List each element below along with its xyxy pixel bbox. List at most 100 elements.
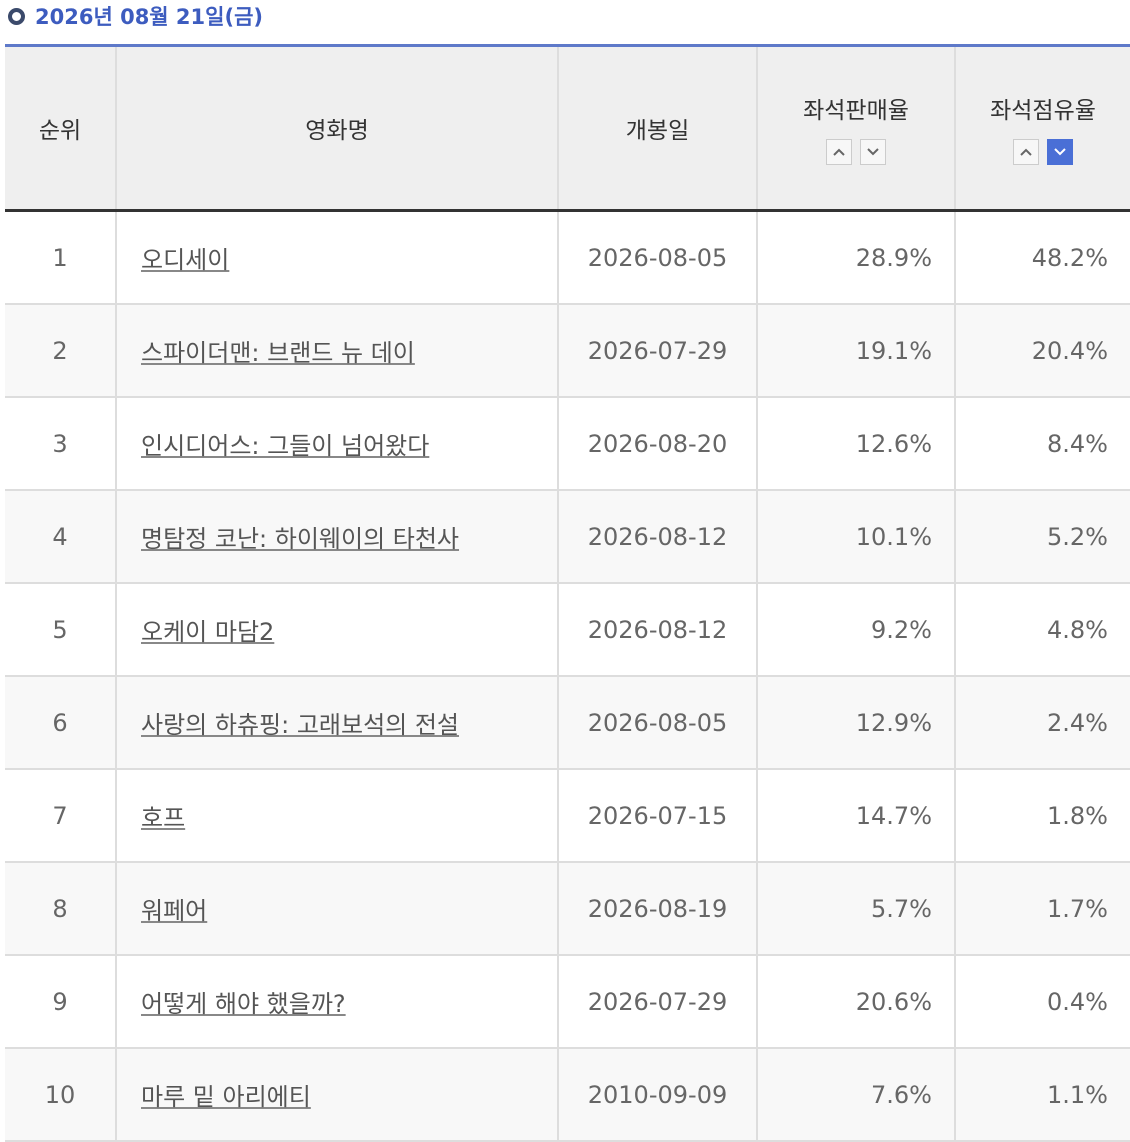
seat-sales-rate: 9.2% xyxy=(871,615,932,644)
table-cell: 2.4% xyxy=(954,676,1130,770)
seat-sales-rate: 14.7% xyxy=(855,801,932,830)
table-cell: 오케이 마담2 xyxy=(115,583,558,677)
table-cell: 2026-08-20 xyxy=(557,397,757,491)
table-cell: 2026-08-05 xyxy=(557,676,757,770)
table-cell: 7.6% xyxy=(756,1048,955,1142)
table-cell: 3 xyxy=(5,397,116,491)
rank: 9 xyxy=(52,987,68,1016)
table-row: 8 워페어 2026-08-19 5.7% 1.7% xyxy=(5,862,1130,956)
seat-share: 0.4% xyxy=(1047,987,1108,1016)
date-header: 2026년 08월 21일(금) xyxy=(8,2,263,30)
column-label: 좌석판매율 xyxy=(803,98,909,124)
down-icon xyxy=(867,148,879,156)
table-cell: 2026-07-29 xyxy=(557,304,757,398)
movie-title[interactable]: 오케이 마담2 xyxy=(141,618,275,646)
sort-asc[interactable] xyxy=(1013,139,1039,165)
seat-share: 1.1% xyxy=(1047,1080,1108,1109)
table-cell: 14.7% xyxy=(756,769,955,863)
table-cell: 12.6% xyxy=(756,397,955,491)
release-date: 2026-08-12 xyxy=(587,615,728,644)
seat-share: 20.4% xyxy=(1031,336,1108,365)
sort-desc[interactable] xyxy=(860,139,886,165)
release-date: 2026-08-05 xyxy=(587,243,728,272)
release-date: 2026-08-12 xyxy=(587,522,728,551)
seat-sales-rate: 28.9% xyxy=(855,243,932,272)
seat-share: 4.8% xyxy=(1047,615,1108,644)
table-cell: 어떻게 해야 했을까? xyxy=(115,955,558,1049)
seat-sales-rate: 12.6% xyxy=(855,429,932,458)
table-cell: 마루 밑 아리에티 xyxy=(115,1048,558,1142)
table-cell: 워페어 xyxy=(115,862,558,956)
table-cell: 9 xyxy=(5,955,116,1049)
release-date: 2026-08-19 xyxy=(587,894,728,923)
table-cell: 10.1% xyxy=(756,490,955,584)
seat-sales-rate: 19.1% xyxy=(855,336,932,365)
rank: 6 xyxy=(52,708,68,737)
movie-title[interactable]: 스파이더맨: 브랜드 뉴 데이 xyxy=(141,339,415,367)
table-cell: 사랑의 하츄핑: 고래보석의 전설 xyxy=(115,676,558,770)
table-cell: 1.8% xyxy=(954,769,1130,863)
table-row: 5 오케이 마담2 2026-08-12 9.2% 4.8% xyxy=(5,583,1130,677)
table-cell: 0.4% xyxy=(954,955,1130,1049)
table-cell: 인시디어스: 그들이 넘어왔다 xyxy=(115,397,558,491)
table-cell: 8 xyxy=(5,862,116,956)
column-header: 순위 xyxy=(5,45,116,212)
table-row: 3 인시디어스: 그들이 넘어왔다 2026-08-20 12.6% 8.4% xyxy=(5,397,1130,491)
sort-buttons xyxy=(759,139,953,165)
table-cell: 2026-07-29 xyxy=(557,955,757,1049)
release-date: 2026-08-20 xyxy=(587,429,728,458)
release-date: 2026-07-29 xyxy=(587,336,728,365)
column-label: 순위 xyxy=(38,118,82,144)
table-cell: 1.7% xyxy=(954,862,1130,956)
table-cell: 8.4% xyxy=(954,397,1130,491)
rank: 5 xyxy=(52,615,68,644)
movie-title[interactable]: 오디세이 xyxy=(141,246,230,274)
table-row: 10 마루 밑 아리에티 2010-09-09 7.6% 1.1% xyxy=(5,1048,1130,1142)
table-cell: 스파이더맨: 브랜드 뉴 데이 xyxy=(115,304,558,398)
table-cell: 1.1% xyxy=(954,1048,1130,1142)
header-row: 순위 영화명 개봉일 좌석판매율 좌석점유율 xyxy=(5,45,1130,212)
table-row: 9 어떻게 해야 했을까? 2026-07-29 20.6% 0.4% xyxy=(5,955,1130,1049)
table-cell: 오디세이 xyxy=(115,210,558,305)
table-row: 2 스파이더맨: 브랜드 뉴 데이 2026-07-29 19.1% 20.4% xyxy=(5,304,1130,398)
table-row: 6 사랑의 하츄핑: 고래보석의 전설 2026-08-05 12.9% 2.4% xyxy=(5,676,1130,770)
seat-sales-rate: 7.6% xyxy=(871,1080,932,1109)
movie-title[interactable]: 인시디어스: 그들이 넘어왔다 xyxy=(141,432,430,460)
table-cell: 5.2% xyxy=(954,490,1130,584)
column-header: 개봉일 xyxy=(557,45,757,212)
date-text: 2026년 08월 21일(금) xyxy=(35,5,263,29)
column-header: 영화명 xyxy=(115,45,558,212)
box-office-table: 순위 영화명 개봉일 좌석판매율 좌석점유율 1 오디세이 2026-08-05 28… xyxy=(5,44,1130,1142)
column-header: 좌석점유율 xyxy=(954,45,1130,212)
movie-title[interactable]: 어떻게 해야 했을까? xyxy=(141,990,346,1018)
table-cell: 7 xyxy=(5,769,116,863)
movie-title[interactable]: 사랑의 하츄핑: 고래보석의 전설 xyxy=(141,711,460,739)
seat-share: 1.7% xyxy=(1047,894,1108,923)
movie-title[interactable]: 마루 밑 아리에티 xyxy=(141,1083,311,1111)
rank: 10 xyxy=(44,1080,76,1109)
movie-title[interactable]: 호프 xyxy=(141,804,186,832)
rank: 3 xyxy=(52,429,68,458)
rank: 4 xyxy=(52,522,68,551)
table-cell: 4.8% xyxy=(954,583,1130,677)
table-cell: 20.4% xyxy=(954,304,1130,398)
table-cell: 1 xyxy=(5,210,116,305)
table-cell: 2026-08-12 xyxy=(557,490,757,584)
seat-share: 5.2% xyxy=(1047,522,1108,551)
movie-title[interactable]: 명탐정 코난: 하이웨이의 타천사 xyxy=(141,525,460,553)
column-label: 개봉일 xyxy=(625,118,690,144)
movie-title[interactable]: 워페어 xyxy=(141,897,208,925)
rank: 7 xyxy=(52,801,68,830)
seat-share: 2.4% xyxy=(1047,708,1108,737)
table-cell: 4 xyxy=(5,490,116,584)
sort-asc[interactable] xyxy=(826,139,852,165)
seat-sales-rate: 20.6% xyxy=(855,987,932,1016)
release-date: 2026-07-29 xyxy=(587,987,728,1016)
sort-desc-active[interactable] xyxy=(1047,139,1073,165)
seat-sales-rate: 5.7% xyxy=(871,894,932,923)
table-cell: 2010-09-09 xyxy=(557,1048,757,1142)
table-row: 7 호프 2026-07-15 14.7% 1.8% xyxy=(5,769,1130,863)
seat-share: 48.2% xyxy=(1031,243,1108,272)
table-cell: 2026-08-19 xyxy=(557,862,757,956)
